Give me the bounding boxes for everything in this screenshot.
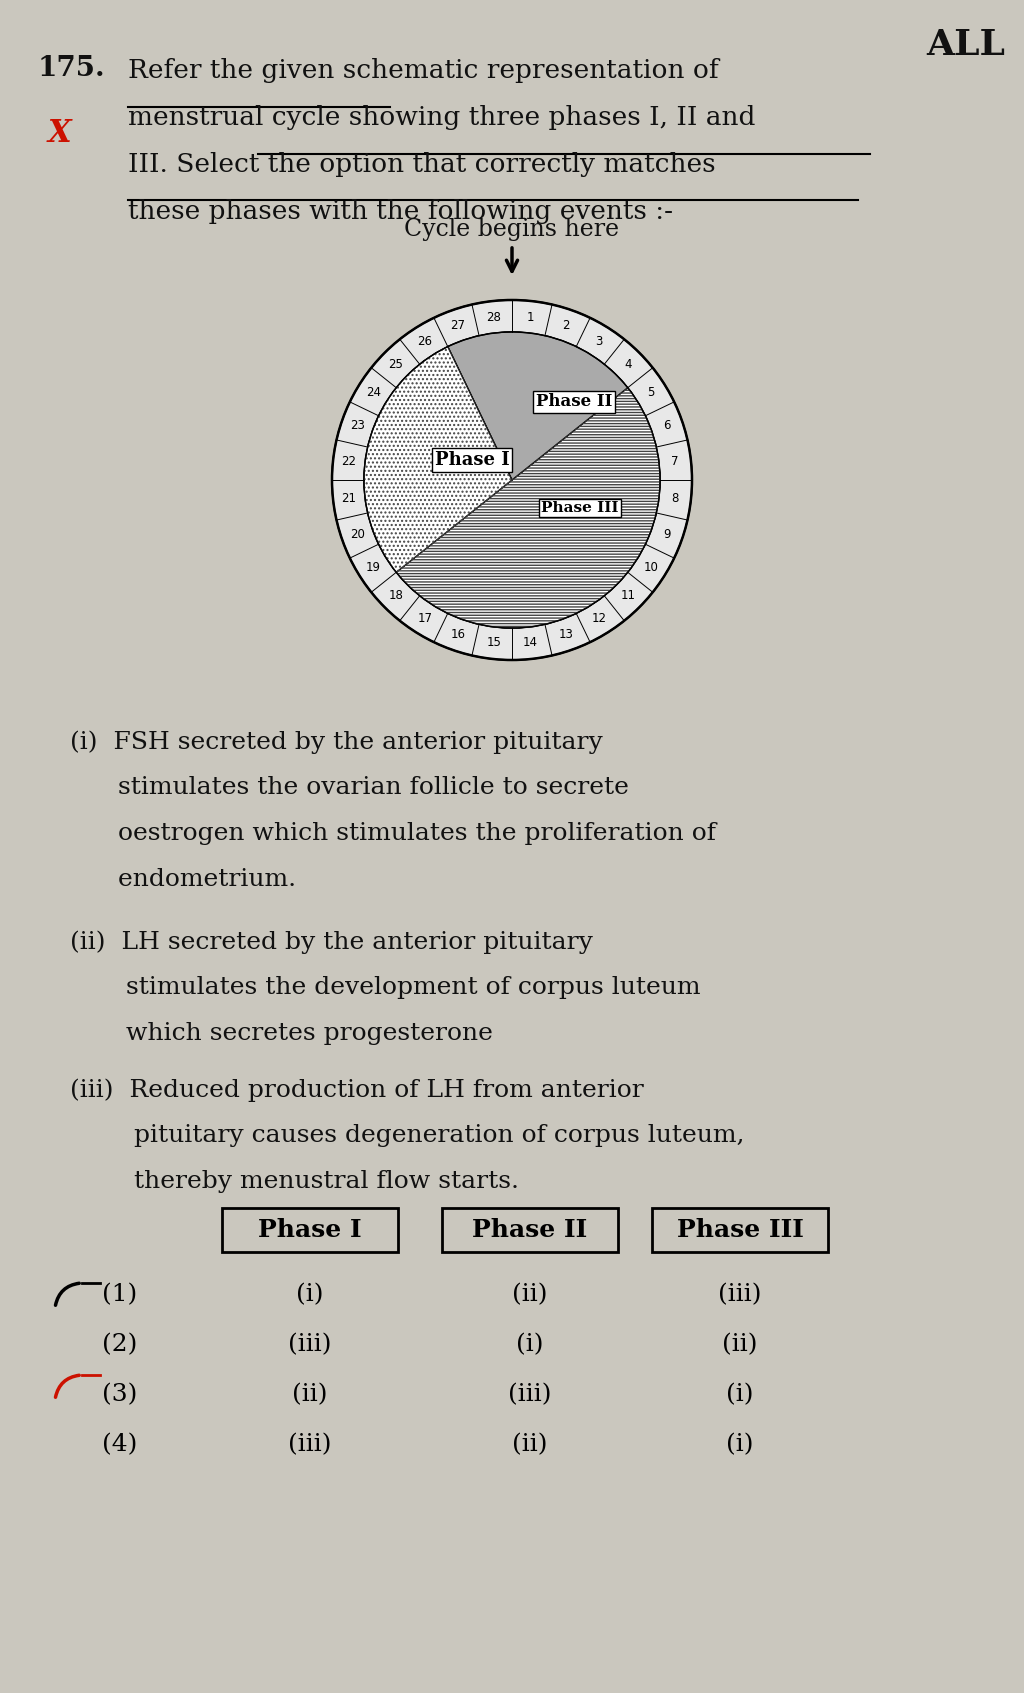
Text: 2: 2 [562,318,570,332]
Text: 22: 22 [342,455,356,469]
Text: (ii): (ii) [512,1434,548,1456]
Text: 7: 7 [671,455,679,469]
Text: Phase I: Phase I [434,450,509,469]
Bar [442,1209,618,1253]
Text: 8: 8 [672,493,679,505]
Text: 6: 6 [664,420,671,432]
Text: 15: 15 [486,637,501,650]
Text: 28: 28 [486,310,501,323]
Text: 25: 25 [388,357,403,371]
Text: (i): (i) [296,1283,324,1307]
Text: 12: 12 [592,613,607,625]
Text: (2): (2) [102,1334,137,1356]
Wedge shape [332,300,692,660]
Text: (i): (i) [726,1434,754,1456]
Wedge shape [364,347,512,572]
Text: 1: 1 [526,310,535,323]
Text: (i): (i) [516,1334,544,1356]
Text: 19: 19 [366,560,381,574]
Wedge shape [447,332,628,481]
Text: Phase II: Phase II [536,393,612,410]
Text: 5: 5 [647,386,654,400]
Text: Cycle begins here: Cycle begins here [404,218,620,240]
Text: Phase III: Phase III [677,1217,804,1243]
Text: 4: 4 [625,357,632,371]
Text: Phase III: Phase III [542,501,618,515]
Bar [222,1209,398,1253]
Text: pituitary causes degeneration of corpus luteum,: pituitary causes degeneration of corpus … [70,1124,744,1146]
Text: stimulates the ovarian follicle to secrete: stimulates the ovarian follicle to secre… [70,775,629,799]
Text: (1): (1) [102,1283,137,1307]
Text: 26: 26 [417,335,432,347]
Text: 9: 9 [664,528,671,540]
Text: 27: 27 [451,318,465,332]
Text: endometrium.: endometrium. [70,869,296,891]
Text: (iii): (iii) [288,1434,332,1456]
Wedge shape [396,388,660,628]
Text: (iii): (iii) [508,1383,552,1407]
Text: (iii)  Reduced production of LH from anterior: (iii) Reduced production of LH from ante… [70,1078,644,1102]
Text: 11: 11 [621,589,636,603]
Text: 3: 3 [596,335,603,347]
Text: (iii): (iii) [718,1283,762,1307]
Text: 24: 24 [366,386,381,400]
Text: 20: 20 [350,528,365,540]
Text: (3): (3) [102,1383,137,1407]
Text: 23: 23 [350,420,365,432]
Text: ALL: ALL [926,29,1005,63]
Text: these phases with the following events :-: these phases with the following events :… [128,200,673,223]
Text: (i): (i) [726,1383,754,1407]
Text: X: X [48,119,72,149]
Text: (i)  FSH secreted by the anterior pituitary: (i) FSH secreted by the anterior pituita… [70,730,603,753]
Text: 21: 21 [342,493,356,505]
Text: Phase I: Phase I [258,1217,361,1243]
Text: menstrual cycle showing three phases I, II and: menstrual cycle showing three phases I, … [128,105,756,130]
Text: (iii): (iii) [288,1334,332,1356]
Text: (4): (4) [102,1434,137,1456]
Text: thereby menustral flow starts.: thereby menustral flow starts. [70,1170,519,1194]
Text: (ii): (ii) [722,1334,758,1356]
Text: (ii)  LH secreted by the anterior pituitary: (ii) LH secreted by the anterior pituita… [70,929,593,953]
Text: 13: 13 [559,628,573,642]
Text: (ii): (ii) [292,1383,328,1407]
Text: 10: 10 [643,560,658,574]
Text: Refer the given schematic representation of: Refer the given schematic representation… [128,58,719,83]
Text: III. Select the option that correctly matches: III. Select the option that correctly ma… [128,152,716,178]
Text: 17: 17 [417,613,432,625]
Text: 18: 18 [388,589,403,603]
Text: Phase II: Phase II [472,1217,588,1243]
Text: (ii): (ii) [512,1283,548,1307]
Text: stimulates the development of corpus luteum: stimulates the development of corpus lut… [70,975,700,999]
Text: 14: 14 [523,637,538,650]
Text: 16: 16 [451,628,465,642]
Bar [652,1209,828,1253]
Text: 175.: 175. [38,54,105,81]
Text: oestrogen which stimulates the proliferation of: oestrogen which stimulates the prolifera… [70,823,716,845]
Text: which secretes progesterone: which secretes progesterone [70,1023,493,1045]
